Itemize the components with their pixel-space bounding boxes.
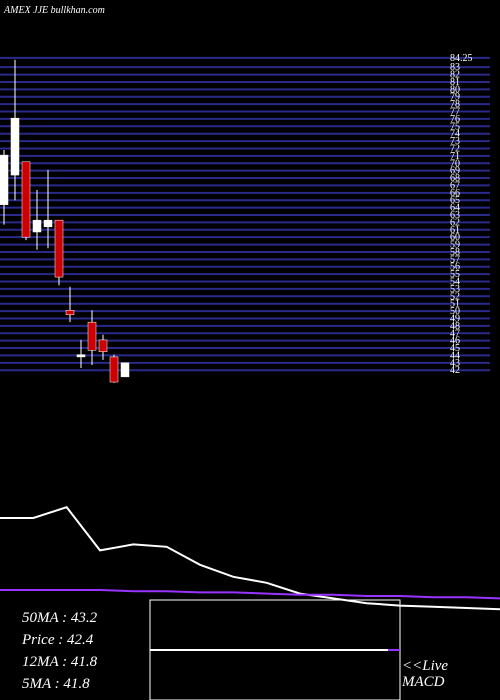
info-label: Price : 42.4 <box>21 632 94 648</box>
y-tick-label: 79 <box>450 92 460 103</box>
info-label: 12MA : 41.8 <box>22 654 98 670</box>
candle-body <box>54 219 64 278</box>
y-tick-label: 78 <box>450 99 460 110</box>
chart-title: AMEX JJE bullkhan.com <box>3 5 105 16</box>
candle-body <box>21 161 31 238</box>
y-tick-label: 62 <box>450 217 460 228</box>
y-tick-label: 42 <box>450 365 460 376</box>
candle-body <box>32 219 42 233</box>
candle-body <box>120 362 130 378</box>
y-tick-label: 44 <box>450 350 460 361</box>
y-tick-label: 47 <box>450 328 460 339</box>
y-tick-label: 45 <box>450 343 460 354</box>
y-tick-label: 49 <box>450 313 460 324</box>
y-tick-label: 71 <box>450 151 460 162</box>
y-tick-label: 48 <box>450 321 460 332</box>
live-label: <<Live <box>402 658 448 674</box>
y-tick-label: 77 <box>450 107 460 118</box>
y-tick-label: 60 <box>450 232 460 243</box>
candle-body <box>76 354 86 358</box>
candle-body <box>10 117 20 176</box>
y-tick-label: 75 <box>450 121 460 132</box>
y-tick-label: 81 <box>450 77 460 88</box>
y-tick-label: 56 <box>450 262 460 273</box>
y-tick-label: 83 <box>450 62 460 73</box>
indicator-line <box>0 589 500 600</box>
macd-label: MACD <box>401 674 445 690</box>
y-tick-label: 54 <box>450 277 460 288</box>
y-tick-label: 46 <box>450 336 460 347</box>
indicator-line <box>0 506 500 611</box>
y-tick-label: 61 <box>450 225 460 236</box>
y-tick-label: 58 <box>450 247 460 258</box>
candle-body <box>109 356 119 383</box>
y-tick-label: 52 <box>450 291 460 302</box>
y-tick-label: 67 <box>450 180 460 191</box>
y-tick-label: 57 <box>450 254 460 265</box>
y-tick-label: 51 <box>450 299 460 310</box>
y-tick-label: 55 <box>450 269 460 280</box>
candle-body <box>0 154 9 205</box>
y-tick-label: 50 <box>450 306 460 317</box>
candle-body <box>43 219 53 228</box>
candle-body <box>98 339 108 352</box>
y-tick-label: 80 <box>450 84 460 95</box>
candle-body <box>87 321 97 351</box>
y-tick-label: 59 <box>450 240 460 251</box>
y-tick-label: 65 <box>450 195 460 206</box>
y-tick-label: 82 <box>450 70 460 81</box>
y-tick-label: 63 <box>450 210 460 221</box>
y-tick-label: 53 <box>450 284 460 295</box>
info-label: 5MA : 41.8 <box>22 676 90 692</box>
y-tick-label: 73 <box>450 136 460 147</box>
y-tick-label: 69 <box>450 166 460 177</box>
info-label: 50MA : 43.2 <box>22 610 98 626</box>
y-tick-label: 70 <box>450 158 460 169</box>
y-tick-label: 76 <box>450 114 460 125</box>
y-tick-label: 43 <box>450 358 460 369</box>
y-tick-label: 68 <box>450 173 460 184</box>
y-tick-label: 84.25 <box>450 53 473 64</box>
y-tick-label: 74 <box>450 129 460 140</box>
y-tick-label: 72 <box>450 143 460 154</box>
y-tick-label: 64 <box>450 203 460 214</box>
candle-body <box>65 310 75 316</box>
y-tick-label: 66 <box>450 188 460 199</box>
